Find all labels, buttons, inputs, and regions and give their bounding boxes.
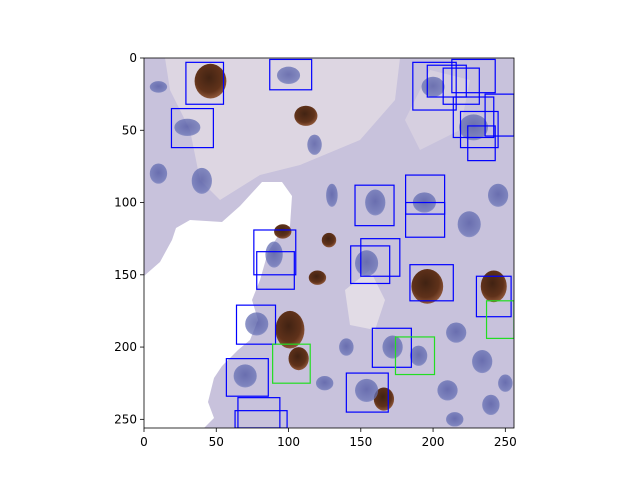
blue-nucleus (446, 322, 467, 343)
x-axis: 0 50 100 150 200 250 (140, 428, 517, 449)
x-tick-label: 0 (140, 435, 148, 449)
blue-nucleus (174, 118, 201, 137)
blue-bounding-box (225, 358, 269, 397)
x-tick-label: 200 (422, 435, 445, 449)
x-tick-label: 250 (494, 435, 517, 449)
y-tick-label: 200 (114, 340, 137, 354)
blue-bounding-box (354, 184, 395, 227)
blue-bounding-box (459, 110, 499, 149)
blue-bounding-box (256, 251, 295, 290)
blue-bounding-box (235, 304, 277, 345)
blue-nucleus (149, 163, 168, 184)
blue-nucleus (326, 183, 338, 207)
blue-nucleus (482, 394, 500, 415)
y-tick-label: 150 (114, 268, 137, 282)
brown-nucleus (274, 224, 292, 239)
y-axis: 0 50 100 150 200 250 (114, 51, 144, 426)
blue-nucleus (382, 335, 403, 359)
blue-bounding-box (442, 67, 480, 105)
blue-nucleus (421, 76, 445, 98)
brown-nucleus (194, 63, 227, 99)
brown-nucleus (294, 105, 318, 126)
x-tick-label: 150 (349, 435, 372, 449)
blue-bounding-box (237, 397, 281, 428)
blue-bounding-box (475, 275, 512, 318)
y-tick-label: 100 (114, 196, 137, 210)
blue-nucleus (409, 345, 428, 366)
brown-nucleus (411, 269, 444, 304)
blue-nucleus (276, 66, 301, 85)
blue-bounding-box (345, 372, 389, 413)
y-tick-label: 0 (129, 51, 137, 65)
blue-nucleus (265, 241, 283, 268)
y-tick-label: 50 (122, 123, 137, 137)
brown-nucleus (480, 270, 507, 303)
y-tick-label: 250 (114, 412, 137, 426)
blue-bounding-box (467, 125, 496, 162)
blue-bounding-box (253, 229, 297, 276)
annotation-boxes-layer (170, 58, 514, 428)
blue-bounding-box (350, 245, 391, 285)
blue-bounding-box (269, 58, 313, 91)
blue-nucleus (355, 378, 379, 402)
blue-bounding-box (371, 327, 412, 368)
blue-bounding-box (170, 107, 214, 149)
brown-nucleus (321, 232, 337, 248)
blue-nucleus (437, 380, 458, 401)
blue-bounding-box (234, 410, 288, 428)
brown-nucleus (308, 270, 327, 285)
green-bounding-box (485, 300, 514, 339)
blue-bounding-box (405, 174, 446, 215)
green-bounding-box (272, 343, 311, 384)
brown-nucleus (288, 347, 309, 371)
blue-nucleus (446, 412, 464, 427)
blue-bounding-box (451, 58, 496, 94)
blue-bounding-box (405, 201, 446, 238)
blue-bounding-box (452, 96, 495, 139)
blue-nucleus (233, 364, 257, 388)
x-tick-label: 50 (209, 435, 224, 449)
blue-nucleus (245, 312, 269, 336)
blue-nucleus (365, 189, 386, 216)
blue-bounding-box (484, 93, 514, 137)
blue-nucleus (315, 375, 334, 391)
blue-bounding-box (412, 61, 457, 111)
brown-nucleus (373, 387, 395, 411)
blue-bounding-box (185, 61, 225, 105)
blue-bounding-box (426, 64, 467, 98)
x-tick-label: 100 (277, 435, 300, 449)
blue-bounding-box (409, 264, 454, 302)
axes-frame (143, 57, 515, 429)
blue-nucleus (307, 134, 322, 155)
blue-nucleus (487, 183, 509, 207)
blue-nucleus (339, 338, 354, 356)
blue-nucleus (457, 211, 481, 238)
blue-nucleus (459, 114, 488, 141)
blue-nucleus (149, 81, 168, 93)
blue-nucleus (498, 374, 513, 392)
brown-nucleus (275, 310, 305, 349)
blue-bounding-box (360, 238, 401, 277)
green-bounding-box (394, 336, 436, 376)
tissue-image (144, 58, 514, 428)
blue-nucleus (355, 250, 379, 277)
blue-nucleus (472, 349, 493, 374)
blue-nucleus (191, 167, 212, 194)
empty-region (144, 182, 292, 428)
lumen-region-mid (345, 270, 385, 330)
